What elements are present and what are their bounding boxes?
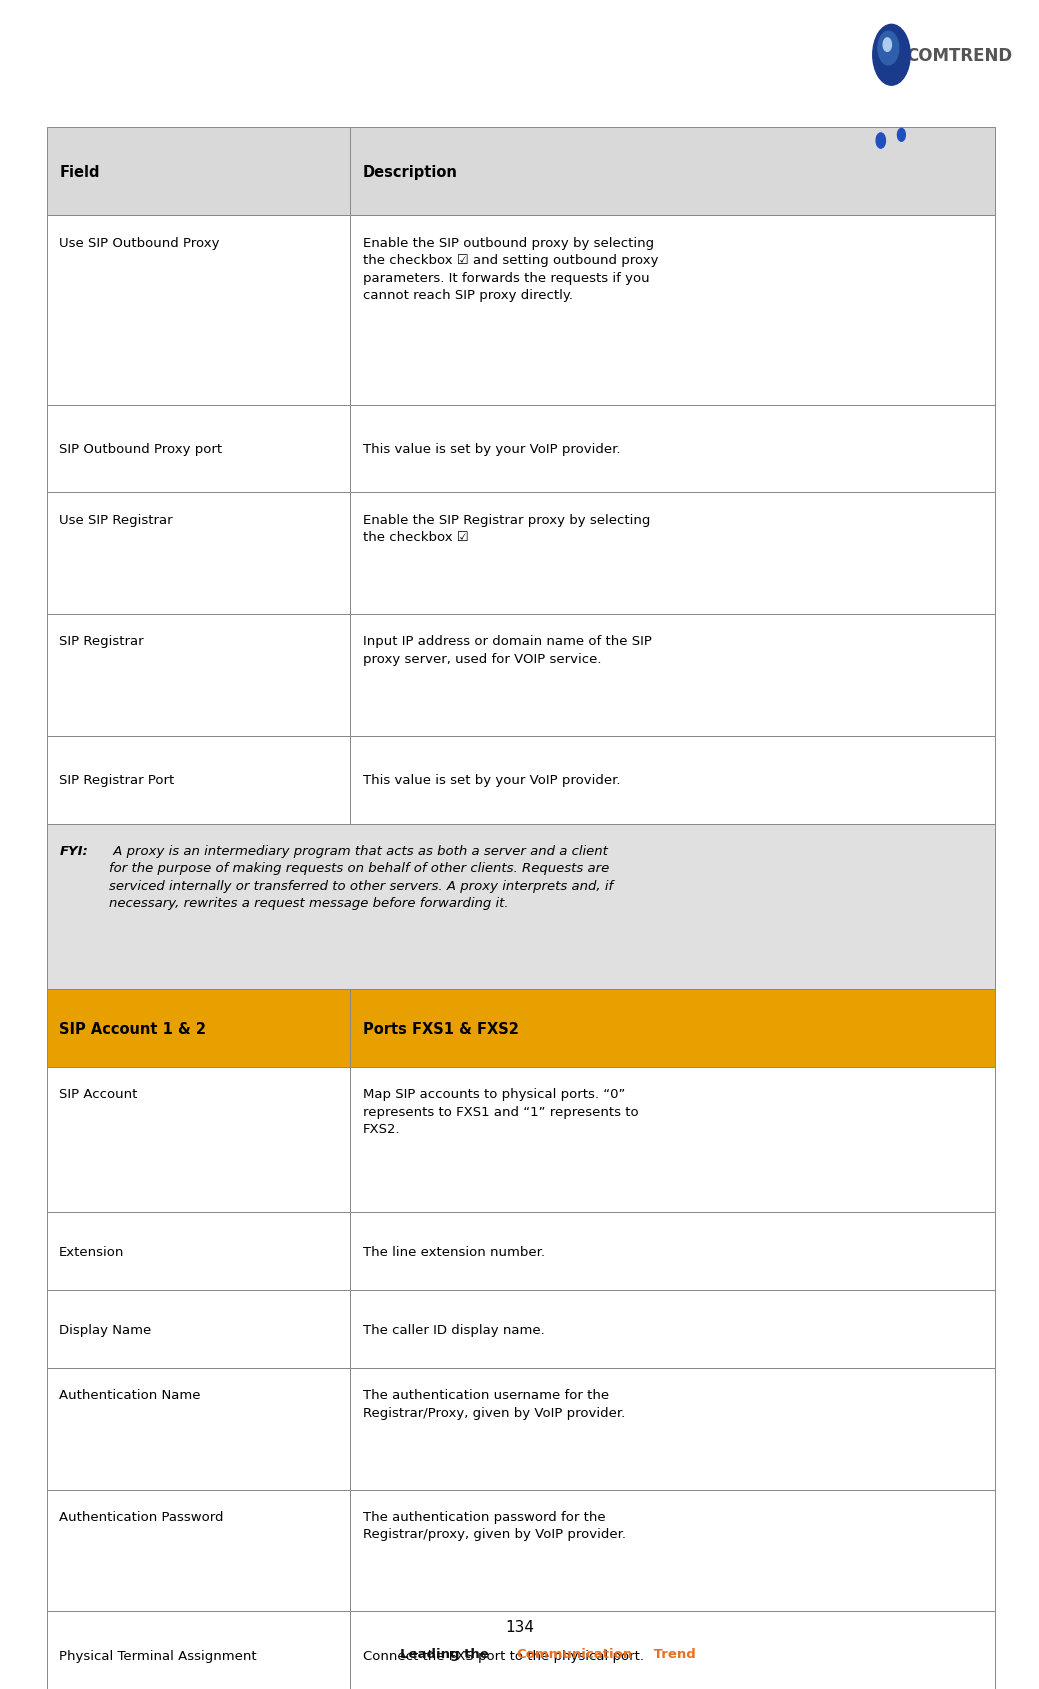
Text: Trend: Trend — [649, 1647, 696, 1660]
Bar — [47, 736, 350, 824]
Circle shape — [898, 130, 905, 142]
Bar — [47, 990, 350, 1067]
Bar — [350, 615, 995, 736]
Bar — [47, 1611, 350, 1689]
Text: The authentication password for the
Registrar/proxy, given by VoIP provider.: The authentication password for the Regi… — [363, 1510, 625, 1540]
Bar — [350, 1368, 995, 1490]
Bar — [350, 1611, 995, 1689]
Text: Enable the SIP outbound proxy by selecting
the checkbox ☑ and setting outbound p: Enable the SIP outbound proxy by selecti… — [363, 236, 659, 302]
Text: Input IP address or domain name of the SIP
proxy server, used for VOIP service.: Input IP address or domain name of the S… — [363, 635, 651, 665]
Bar — [350, 1213, 995, 1290]
Text: Physical Terminal Assignment: Physical Terminal Assignment — [59, 1648, 257, 1662]
Bar — [47, 405, 350, 493]
Text: SIP Registrar: SIP Registrar — [59, 635, 143, 649]
Bar — [47, 1368, 350, 1490]
Text: The line extension number.: The line extension number. — [363, 1245, 544, 1258]
Text: Map SIP accounts to physical ports. “0”
represents to FXS1 and “1” represents to: Map SIP accounts to physical ports. “0” … — [363, 1088, 638, 1135]
Bar — [47, 1067, 350, 1213]
Text: Extension: Extension — [59, 1245, 125, 1258]
Circle shape — [883, 39, 891, 52]
Text: Ports FXS1 & FXS2: Ports FXS1 & FXS2 — [363, 1022, 518, 1035]
Text: SIP Account 1 & 2: SIP Account 1 & 2 — [59, 1022, 206, 1035]
Bar — [47, 1213, 350, 1290]
Text: Use SIP Outbound Proxy: Use SIP Outbound Proxy — [59, 236, 219, 250]
Circle shape — [873, 25, 910, 86]
Bar — [350, 405, 995, 493]
Text: SIP Outbound Proxy port: SIP Outbound Proxy port — [59, 443, 222, 456]
Bar — [47, 216, 350, 405]
Bar — [47, 615, 350, 736]
Text: Communication: Communication — [516, 1647, 633, 1660]
Text: A proxy is an intermediary program that acts as both a server and a client
for t: A proxy is an intermediary program that … — [109, 844, 613, 910]
Text: FYI:: FYI: — [59, 844, 88, 858]
Text: Leading the: Leading the — [400, 1647, 494, 1660]
Text: Field: Field — [59, 166, 100, 179]
Bar — [350, 1067, 995, 1213]
Text: Description: Description — [363, 166, 457, 179]
Bar — [350, 736, 995, 824]
Bar — [47, 1290, 350, 1368]
Bar — [350, 216, 995, 405]
Text: The authentication username for the
Registrar/Proxy, given by VoIP provider.: The authentication username for the Regi… — [363, 1388, 625, 1419]
Bar — [47, 1490, 350, 1611]
Circle shape — [876, 133, 885, 149]
Text: This value is set by your VoIP provider.: This value is set by your VoIP provider. — [363, 774, 620, 787]
Text: Connect the FXS port to the physical port.: Connect the FXS port to the physical por… — [363, 1648, 644, 1662]
Text: The caller ID display name.: The caller ID display name. — [363, 1322, 544, 1336]
Bar — [350, 990, 995, 1067]
Text: SIP Registrar Port: SIP Registrar Port — [59, 774, 175, 787]
Text: SIP Account: SIP Account — [59, 1088, 137, 1101]
Text: 134: 134 — [505, 1620, 534, 1633]
Text: Use SIP Registrar: Use SIP Registrar — [59, 513, 172, 527]
Text: COMTREND: COMTREND — [906, 47, 1012, 64]
Text: This value is set by your VoIP provider.: This value is set by your VoIP provider. — [363, 443, 620, 456]
Text: Authentication Name: Authentication Name — [59, 1388, 201, 1402]
Bar — [47, 824, 995, 990]
Text: Enable the SIP Registrar proxy by selecting
the checkbox ☑: Enable the SIP Registrar proxy by select… — [363, 513, 650, 544]
Bar — [47, 128, 350, 216]
Bar — [350, 1290, 995, 1368]
Text: Authentication Password: Authentication Password — [59, 1510, 223, 1523]
Circle shape — [878, 32, 899, 66]
Bar — [350, 128, 995, 216]
Bar — [47, 493, 350, 615]
Text: Display Name: Display Name — [59, 1322, 152, 1336]
Bar — [350, 493, 995, 615]
Bar — [350, 1490, 995, 1611]
